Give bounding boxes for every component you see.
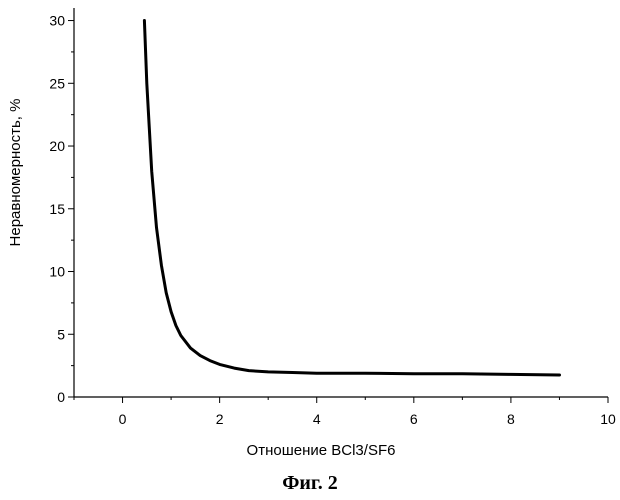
y-tick-label: 0 <box>57 389 65 405</box>
y-tick-label: 10 <box>49 264 65 280</box>
x-tick-label: 8 <box>507 411 515 427</box>
y-axis-label: Неравномерность, % <box>7 99 24 247</box>
x-tick-label: 2 <box>216 411 224 427</box>
x-tick-label: 4 <box>313 411 321 427</box>
y-tick-label: 25 <box>49 75 65 91</box>
ticks: 0 2 4 6 8 10 0 5 10 15 20 25 30 <box>49 13 616 427</box>
x-axis-label: Отношение BCl3/SF6 <box>247 442 396 459</box>
y-tick-label: 15 <box>49 201 65 217</box>
series <box>144 21 559 376</box>
y-tick-label: 5 <box>57 326 65 342</box>
x-tick-label: 0 <box>119 411 127 427</box>
figure-caption: Фиг. 2 <box>0 472 620 495</box>
y-tick-label: 30 <box>49 13 65 29</box>
x-tick-label: 10 <box>600 411 616 427</box>
y-tick-label: 20 <box>49 138 65 154</box>
series-line <box>144 21 559 376</box>
x-tick-label: 6 <box>410 411 418 427</box>
